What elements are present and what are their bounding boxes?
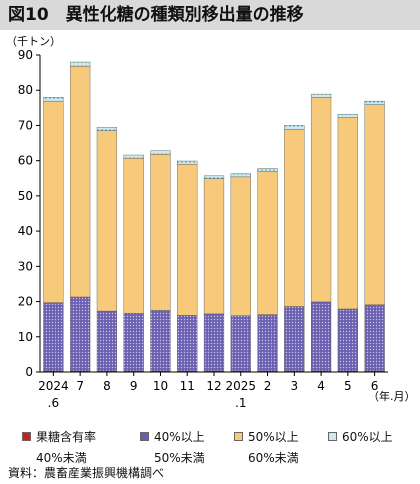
bar-60-plus [230,173,251,178]
bar-60-plus [310,93,332,98]
bar-50-60 [150,154,171,311]
bar-60-plus [203,175,225,179]
y-tick-label: 50 [18,189,33,203]
bar-60-plus [43,97,64,102]
bar-60-plus [337,113,358,118]
bar-50-60 [70,66,91,298]
y-axis: 0 10 20 30 40 50 60 70 80 90 [18,48,41,379]
bar-40-50 [70,296,91,372]
legend-item-under-40: 果糖含有率 40%未満 [22,428,132,466]
bar-50-60 [177,163,198,316]
x-tick-sublabel: .6 [48,396,59,410]
source-note: 資料：農畜産業振興機構調べ [8,466,165,480]
bar-60-plus [150,150,171,155]
y-tick-label: 90 [18,48,33,62]
y-tick-label: 80 [18,83,33,97]
bar-50-60 [284,129,305,307]
bar-60-plus [96,127,118,131]
legend-swatch-under-40 [22,432,31,441]
legend-label: 50%以上 [248,430,299,444]
legend-swatch-40-50 [140,432,149,441]
x-tick-label: 6 [371,379,379,393]
bar-60-plus [123,154,144,159]
legend-label: 60%以上 [342,430,393,444]
x-tick-label: 10 [153,379,168,393]
bar-50-60 [203,178,225,315]
x-tick-label: 2024 [38,379,69,393]
x-tick-label: 11 [180,379,195,393]
x-tick-label: 2 [264,379,272,393]
x-tick-sublabel: .1 [235,396,246,410]
x-tick-label: 7 [76,379,84,393]
legend-label: 果糖含有率 [36,430,97,444]
bar-50-60 [123,158,144,314]
legend-item-50-60: 50%以上 60%未満 [234,428,344,466]
bar-50-60 [230,176,251,316]
legend-item-40-50: 40%以上 50%未満 [140,428,250,466]
bar-40-50 [43,302,64,372]
y-tick-label: 30 [18,259,33,273]
legend-swatch-60-plus [328,432,337,441]
y-tick-label: 20 [18,295,33,309]
x-tick-label: 4 [317,379,325,393]
bar-40-50 [284,306,305,372]
bar-40-50 [177,315,198,372]
bars [43,61,385,373]
y-tick-label: 0 [25,365,33,379]
y-tick-label: 40 [18,224,33,238]
legend-label-2: 60%未満 [248,451,299,465]
bar-50-60 [310,97,332,303]
x-tick-label: 2025 [225,379,256,393]
bar-40-50 [364,304,385,372]
legend-label-2: 40%未満 [36,451,87,465]
bar-60-plus [284,125,305,130]
x-tick-label: 5 [344,379,352,393]
bar-40-50 [150,310,171,372]
x-tick-label: 9 [130,379,138,393]
y-tick-label: 60 [18,154,33,168]
x-tick-label: 8 [103,379,111,393]
bar-60-plus [70,61,91,67]
bar-40-50 [337,308,358,372]
x-tick-label: 3 [290,379,298,393]
bar-60-plus [257,168,278,172]
x-axis: 2024 .6 7 8 9 10 11 12 2025 .1 2 3 4 5 6 [38,371,388,410]
bar-50-60 [43,100,64,303]
legend-label: 40%以上 [154,430,205,444]
legend-label-2: 50%未満 [154,451,205,465]
y-axis-unit-label: （千トン） [6,35,61,48]
legend-swatch-50-60 [234,432,243,441]
x-axis-unit-label: （年.月） [368,389,416,403]
bar-40-50 [203,313,225,372]
bar-50-60 [96,130,118,312]
legend-item-60-plus: 60%以上 [328,428,420,445]
bar-40-50 [123,312,144,372]
bar-50-60 [364,104,385,305]
bar-50-60 [257,171,278,315]
stacked-bar-chart: （千トン） 0 10 20 30 40 50 60 70 80 90 2024 .6 7 8 9 10 11 1… [6,35,416,410]
bar-60-plus [177,160,198,165]
bar-40-50 [96,310,118,372]
bar-60-plus [364,100,385,105]
x-tick-label: 12 [206,379,221,393]
bar-50-60 [337,117,358,310]
bar-40-50 [230,315,251,372]
bar-40-50 [257,314,278,372]
y-tick-label: 70 [18,118,33,132]
bar-40-50 [310,301,332,372]
chart-title: 図10 異性化糖の種類別移出量の推移 [0,0,420,30]
y-tick-label: 10 [18,330,33,344]
